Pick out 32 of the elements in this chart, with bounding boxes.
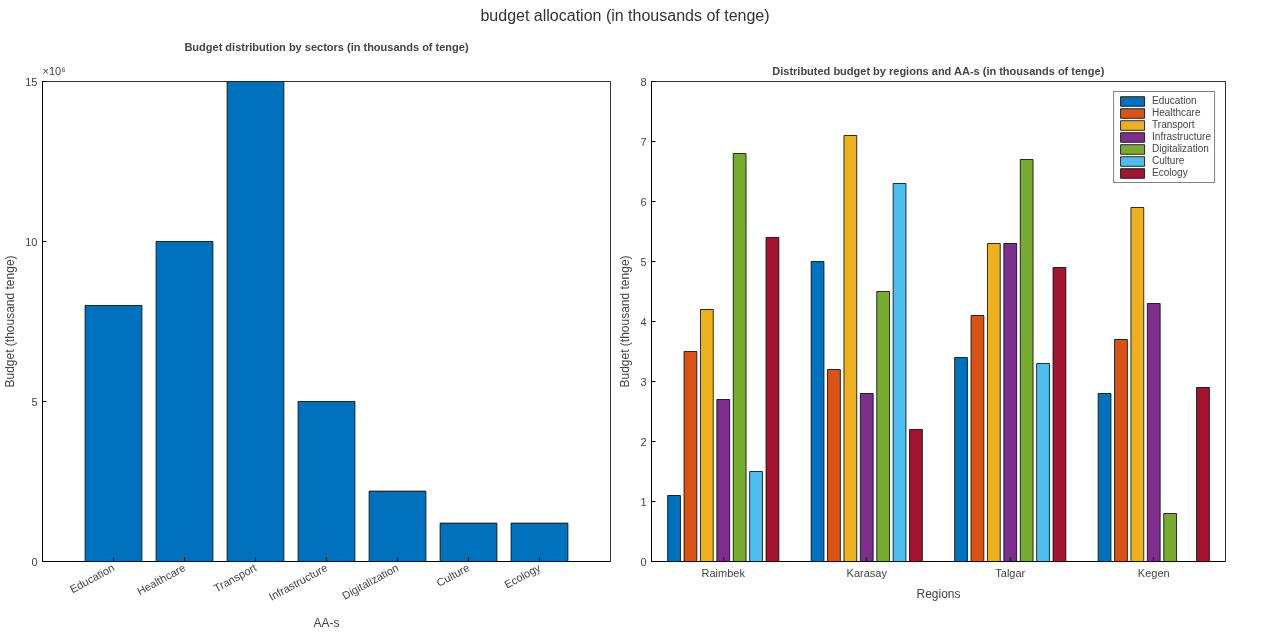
y-tick-label: 10 xyxy=(25,235,38,248)
y-tick-label: 0 xyxy=(640,555,647,568)
legend-label: Ecology xyxy=(1152,166,1188,179)
y-tick-label: 15 xyxy=(25,75,38,88)
x-tick-label: Raimbek xyxy=(701,566,746,579)
x-tick-label: Karasay xyxy=(846,566,888,579)
chart-title: Budget distribution by sectors (in thousands of tenge) xyxy=(184,40,469,53)
y-tick-label: 8 xyxy=(640,75,647,88)
chart-title: Distributed budget by regions and AA-s (in thousands of tenge) xyxy=(772,64,1105,77)
y-tick-label: 6 xyxy=(640,195,647,208)
y-tick-label: 5 xyxy=(640,255,647,268)
legend-label: Education xyxy=(1152,94,1197,107)
legend-label: Culture xyxy=(1152,154,1185,167)
legend-label: Transport xyxy=(1152,118,1195,131)
x-axis-title: Regions xyxy=(916,586,961,601)
y-tick-label: 7 xyxy=(640,135,647,148)
y-axis-title: Budget (thousand tenge) xyxy=(618,255,633,388)
legend-label: Infrastructure xyxy=(1152,130,1211,143)
y-axis-title: Budget (thousand tenge) xyxy=(3,255,18,388)
y-tick-label: 4 xyxy=(640,315,647,328)
y-tick-label: 2 xyxy=(640,435,647,448)
legend-label: Healthcare xyxy=(1152,106,1201,119)
x-tick-label: Kegen xyxy=(1137,566,1170,579)
text: budget allocation (in thousands of tenge) xyxy=(480,6,770,26)
y-tick-label: 0 xyxy=(31,555,38,568)
y-tick-label: 5 xyxy=(31,395,38,408)
legend-label: Digitalization xyxy=(1152,142,1209,155)
text: ×10⁶ xyxy=(42,64,66,77)
y-tick-label: 3 xyxy=(640,375,647,388)
x-tick-label: Talgar xyxy=(995,566,1026,579)
x-axis-title: AA-s xyxy=(313,615,340,630)
y-tick-label: 1 xyxy=(640,495,647,508)
